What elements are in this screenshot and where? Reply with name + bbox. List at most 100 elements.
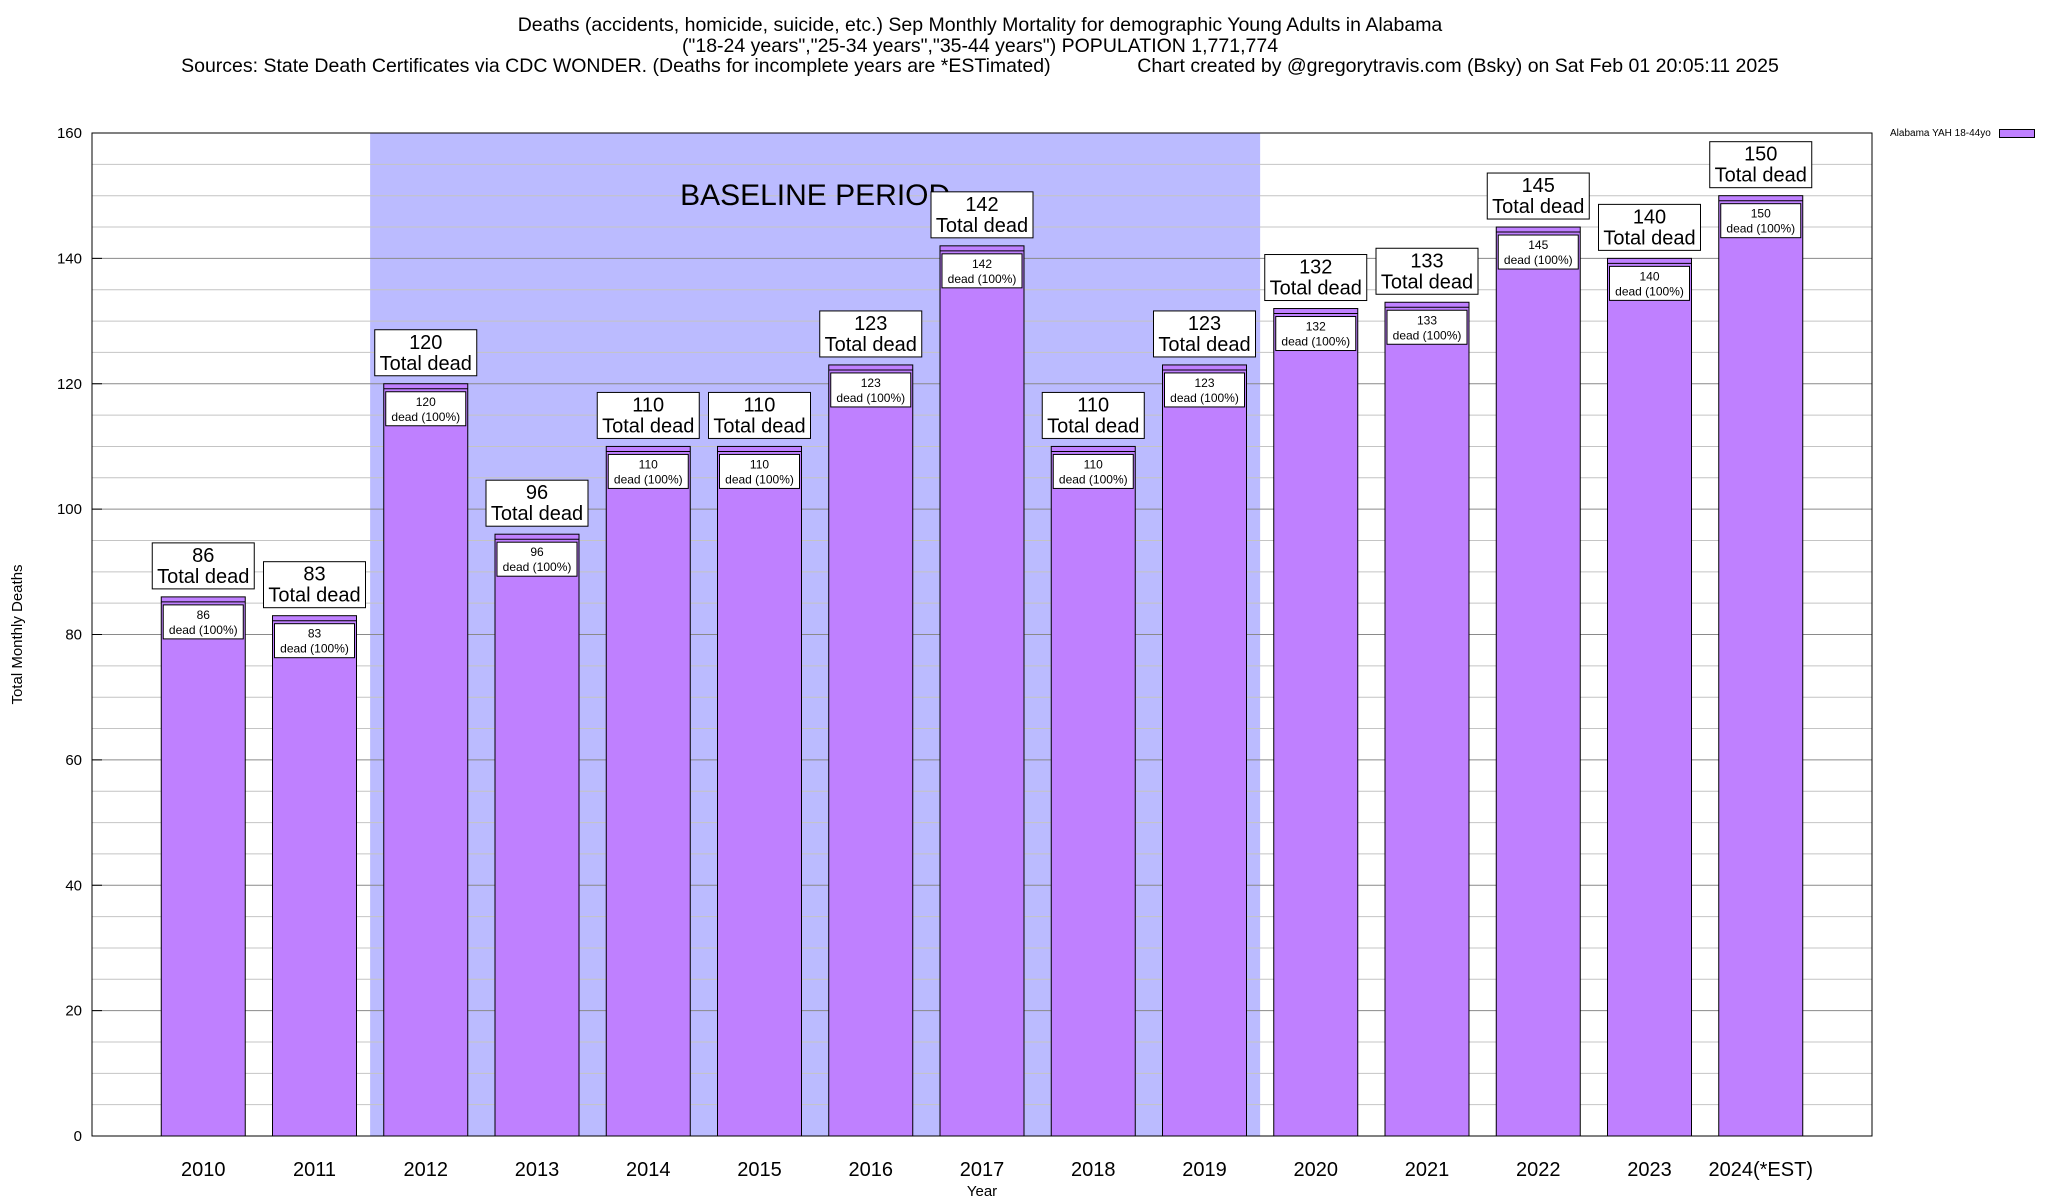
top-label-text: Total dead [380,353,472,375]
x-tick-label: 2013 [515,1159,560,1181]
inner-label-text: dead (100%) [391,410,460,424]
top-label-value: 142 [965,194,998,216]
top-label-value: 96 [526,482,548,504]
inner-label-box [1164,372,1245,408]
top-label-box [1375,247,1479,295]
inner-label-box [830,372,912,408]
top-label-box [263,561,366,609]
inner-label-box [607,453,689,489]
bar [1495,226,1581,1137]
bar [494,533,580,1137]
bar [272,615,357,1137]
top-label-text: Total dead [491,503,583,525]
inner-label-box [1497,234,1579,270]
inner-label-text: dead (100%) [948,272,1017,286]
chart-title-line-1: Deaths (accidents, homicide, suicide, et… [517,14,1443,36]
top-label-text: Total dead [602,415,694,437]
top-label-box [930,191,1034,239]
bar [1050,445,1136,1137]
y-tick-label: 0 [74,1128,82,1145]
top-label-value: 86 [192,545,214,567]
bar [160,596,246,1137]
top-label-box [819,310,923,358]
top-label-text: Total dead [1603,227,1695,249]
top-label-value: 140 [1633,206,1666,228]
inner-label-value: 132 [1306,320,1326,334]
x-tick-label: 2012 [404,1159,449,1181]
x-tick-label: 2019 [1182,1159,1227,1181]
inner-label-box [385,391,467,427]
top-label-value: 123 [1188,313,1221,335]
inner-label-value: 150 [1751,207,1771,221]
x-tick-label: 2022 [1516,1159,1561,1181]
inner-label-box [719,453,800,489]
top-label-value: 83 [303,564,325,586]
top-label-box [485,479,589,527]
top-label-box [596,391,700,439]
inner-label-box [1275,316,1357,352]
inner-label-box [1609,265,1690,301]
top-label-box [374,329,478,377]
legend-label: Alabama YAH 18-44yo [1890,128,1991,139]
bar [717,445,802,1137]
chart-title-line-2: ("18-24 years","25-34 years","35-44 year… [681,35,1279,57]
bar [1273,308,1359,1137]
y-axis-title: Total Monthly Deaths [9,564,26,704]
bar [1384,301,1470,1137]
bar [1162,364,1247,1137]
inner-label-value: 83 [308,627,322,641]
inner-label-value: 110 [639,457,658,471]
top-label-value: 145 [1522,175,1555,197]
top-label-text: Total dead [1158,334,1250,356]
x-tick-label: 2020 [1294,1159,1339,1181]
inner-label-value: 142 [972,257,992,271]
inner-label-box [1720,203,1802,239]
inner-label-box [1052,453,1134,489]
legend: Alabama YAH 18-44yo [1890,128,2035,139]
top-label-text: Total dead [936,215,1028,237]
y-tick-label: 140 [57,250,82,267]
inner-label-text: dead (100%) [1170,391,1239,405]
inner-label-text: dead (100%) [1504,253,1573,267]
top-label-box [1709,141,1813,189]
inner-label-text: dead (100%) [1615,284,1684,298]
inner-label-text: dead (100%) [725,472,794,486]
y-tick-label: 60 [65,752,82,769]
top-label-box [1486,172,1590,220]
top-label-text: Total dead [1270,278,1362,300]
top-label-value: 110 [744,394,776,416]
inner-label-box [1386,309,1468,345]
y-tick-label: 80 [65,627,82,644]
inner-label-box [941,253,1023,289]
top-label-box [1598,203,1701,251]
inner-label-box [274,623,355,659]
top-label-box [151,542,255,590]
top-label-text: Total dead [268,585,360,607]
inner-label-text: dead (100%) [280,642,349,656]
bar [1718,195,1804,1137]
inner-label-box [162,604,244,640]
bar [939,245,1025,1137]
inner-label-text: dead (100%) [1726,222,1795,236]
bar [605,445,691,1137]
y-tick-label: 160 [57,125,82,142]
inner-label-box [496,541,578,577]
x-tick-label: 2011 [293,1159,336,1181]
top-label-value: 110 [1077,394,1109,416]
inner-label-text: dead (100%) [503,560,572,574]
bar [383,383,469,1137]
legend-swatch [1998,129,2035,138]
top-label-text: Total dead [157,566,249,588]
inner-label-text: dead (100%) [1059,472,1128,486]
chart-title-line-3: Sources: State Death Certificates via CD… [181,55,1779,77]
top-label-value: 120 [409,332,442,354]
top-label-text: Total dead [1492,196,1584,218]
x-tick-label: 2010 [181,1159,226,1181]
inner-label-value: 120 [416,395,436,409]
x-tick-label: 2021 [1405,1159,1450,1181]
x-tick-label: 2018 [1071,1159,1116,1181]
inner-label-value: 123 [1194,376,1214,390]
inner-label-text: dead (100%) [1281,335,1350,349]
baseline-period-label: BASELINE PERIOD [680,179,950,212]
